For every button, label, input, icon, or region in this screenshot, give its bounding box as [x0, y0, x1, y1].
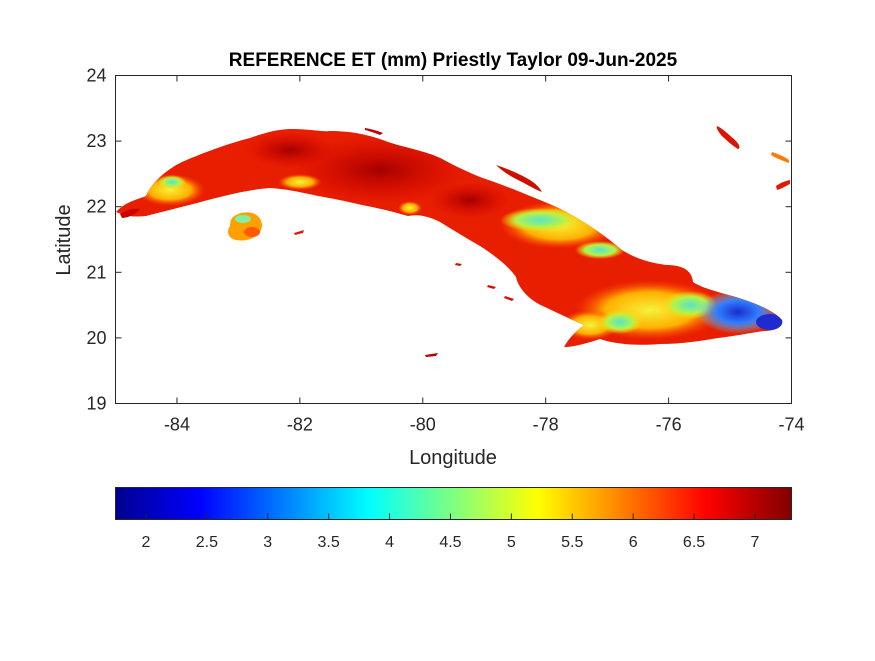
red-zone — [244, 227, 260, 237]
islet — [365, 128, 383, 135]
islet — [716, 126, 740, 149]
blue-zone — [756, 314, 783, 330]
islet — [120, 208, 140, 218]
x-axis-label: Longitude — [409, 447, 497, 469]
colorbar-tick-label: 3.5 — [318, 534, 340, 551]
x-axis-ticks: -84 -82 -80 -78 -76 -74 — [164, 75, 805, 435]
y-tick-label: 20 — [86, 328, 106, 348]
islet — [776, 180, 790, 190]
colorbar-tick-label: 7 — [751, 534, 760, 551]
dark-red-zone — [430, 182, 510, 218]
dark-red-zone — [290, 135, 470, 205]
islet — [487, 285, 496, 289]
yellow-zone — [278, 174, 322, 190]
x-tick-label: -74 — [778, 415, 804, 435]
dark-red-zone — [245, 132, 335, 168]
cyan-zone — [598, 310, 642, 334]
small-islets — [120, 126, 790, 357]
islet — [771, 152, 789, 163]
islet — [425, 353, 438, 357]
x-tick-label: -78 — [533, 415, 559, 435]
y-tick-label: 23 — [86, 131, 106, 151]
isla-de-la-juventud — [228, 212, 263, 241]
cyan-zone — [235, 215, 251, 223]
cuba-main-island — [116, 129, 783, 347]
chart-title: REFERENCE ET (mm) Priestly Taylor 09-Jun… — [229, 50, 678, 71]
islet — [504, 296, 514, 301]
colorbar-ticks: 2 2.5 3 3.5 4 4.5 5 5.5 6 6.5 7 — [141, 513, 760, 551]
islet — [294, 230, 304, 235]
y-tick-label: 21 — [86, 262, 106, 282]
colorbar-tick-label: 6.5 — [683, 534, 705, 551]
colorbar-tick-label: 3 — [263, 534, 272, 551]
cyan-zone — [575, 241, 625, 259]
x-tick-label: -76 — [656, 415, 682, 435]
colorbar-tick-label: 4.5 — [439, 534, 461, 551]
y-tick-label: 19 — [86, 394, 106, 414]
cyan-zone — [158, 175, 186, 189]
cyan-zone — [500, 208, 580, 232]
colorbar-gradient — [115, 487, 792, 520]
x-tick-label: -82 — [287, 415, 313, 435]
axes-box — [115, 75, 792, 404]
x-tick-label: -80 — [410, 415, 436, 435]
y-axis-ticks: 19 20 21 22 23 24 — [86, 66, 792, 414]
y-tick-label: 22 — [86, 197, 106, 217]
islet — [455, 263, 462, 266]
colorbar-tick-label: 4 — [385, 534, 394, 551]
colorbar-tick-label: 2.5 — [196, 534, 218, 551]
colorbar-tick-label: 6 — [629, 534, 638, 551]
yellow-zone — [398, 201, 422, 215]
colorbar-tick-label: 5 — [507, 534, 516, 551]
colorbar: 2 2.5 3 3.5 4 4.5 5 5.5 6 6.5 7 — [115, 487, 792, 551]
colorbar-tick-label: 2 — [141, 534, 150, 551]
y-tick-label: 24 — [86, 66, 106, 86]
y-axis-label: Latitude — [53, 204, 75, 275]
islet — [496, 165, 542, 192]
x-tick-label: -84 — [164, 415, 190, 435]
colorbar-tick-label: 5.5 — [561, 534, 583, 551]
